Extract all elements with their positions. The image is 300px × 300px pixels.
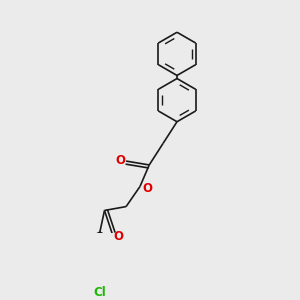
Text: Cl: Cl (94, 286, 106, 299)
Text: O: O (113, 230, 123, 243)
Text: O: O (142, 182, 152, 195)
Text: O: O (116, 154, 126, 167)
